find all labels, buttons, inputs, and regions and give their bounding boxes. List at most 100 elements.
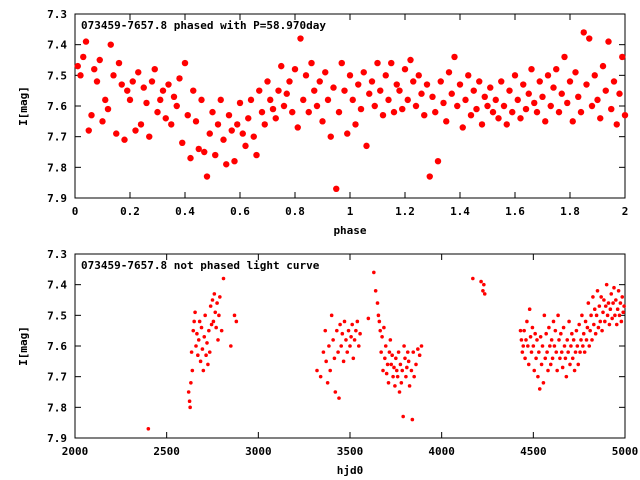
phased-data-point bbox=[349, 96, 356, 104]
phased-data-point bbox=[291, 66, 299, 73]
phased-data-point bbox=[566, 78, 574, 85]
unphased-data-point bbox=[378, 328, 383, 333]
phased-data-point bbox=[110, 72, 117, 79]
phased-data-point bbox=[610, 78, 618, 85]
phased-data-point bbox=[390, 108, 398, 116]
phased-data-point bbox=[522, 105, 530, 113]
phased-data-point bbox=[190, 87, 197, 94]
unphased-data-point bbox=[318, 374, 323, 379]
phased-data-point bbox=[558, 90, 565, 97]
unphased-data-point bbox=[200, 347, 205, 351]
unphased-data-point bbox=[189, 381, 193, 385]
unphased-data-point bbox=[538, 335, 543, 339]
unphased-data-point bbox=[351, 356, 356, 361]
unphased-data-point bbox=[518, 328, 523, 333]
phased-data-point bbox=[234, 121, 241, 128]
unphased-data-point bbox=[201, 368, 206, 373]
unphased-data-point bbox=[542, 313, 547, 318]
unphased-data-point bbox=[608, 307, 613, 312]
phased-data-point bbox=[602, 87, 609, 94]
unphased-data-point bbox=[545, 350, 549, 354]
unphased-data-point bbox=[592, 322, 596, 327]
unphased-data-point bbox=[196, 338, 201, 342]
unphased-data-point bbox=[570, 356, 575, 361]
phased-data-point bbox=[514, 96, 521, 104]
phased-data-point bbox=[412, 102, 420, 110]
unphased-data-point bbox=[346, 328, 351, 333]
phased-data-point bbox=[316, 78, 323, 85]
phased-data-point bbox=[360, 69, 367, 76]
unphased-data-point bbox=[528, 335, 533, 339]
unphased-data-point bbox=[571, 338, 576, 342]
phased-data-point bbox=[470, 87, 477, 94]
unphased-data-point bbox=[207, 350, 212, 354]
phased-data-point bbox=[366, 90, 373, 97]
phased-data-point bbox=[305, 108, 312, 116]
phased-data-point bbox=[261, 121, 268, 128]
unphased-data-point bbox=[612, 285, 616, 290]
unphased-data-point bbox=[394, 356, 398, 361]
unphased-data-point bbox=[213, 310, 218, 315]
phased-data-point bbox=[151, 66, 158, 73]
phased-data-point bbox=[203, 173, 211, 180]
phased-data-point bbox=[553, 66, 560, 73]
phased-data-point bbox=[454, 102, 461, 110]
unphased-y-tick-label: 7.4 bbox=[47, 279, 67, 292]
phased-data-point bbox=[107, 41, 114, 48]
unphased-data-point bbox=[209, 322, 214, 327]
unphased-data-point bbox=[385, 362, 390, 367]
unphased-data-point bbox=[380, 335, 384, 339]
phased-data-point bbox=[85, 127, 92, 134]
phased-data-point bbox=[176, 75, 183, 82]
phased-data-point bbox=[239, 130, 246, 137]
unphased-data-point bbox=[570, 331, 574, 336]
unphased-data-point bbox=[215, 301, 219, 305]
unphased-data-point bbox=[619, 319, 624, 324]
unphased-data-point bbox=[600, 328, 604, 333]
unphased-data-point bbox=[410, 417, 415, 422]
unphased-data-point bbox=[621, 310, 625, 315]
phased-data-point bbox=[575, 93, 582, 101]
unphased-data-point bbox=[325, 381, 330, 385]
phased-data-point bbox=[319, 118, 326, 125]
unphased-data-point bbox=[354, 328, 358, 333]
unphased-data-point bbox=[601, 310, 605, 315]
phased-data-point bbox=[82, 38, 90, 45]
phased-data-point bbox=[445, 69, 453, 76]
phased-data-point bbox=[437, 78, 444, 85]
unphased-data-point bbox=[332, 356, 337, 361]
phased-data-point bbox=[462, 96, 469, 104]
unphased-data-point bbox=[576, 362, 581, 367]
phased-data-point bbox=[135, 69, 142, 76]
phased-data-point bbox=[132, 127, 139, 134]
unphased-data-point bbox=[603, 304, 608, 308]
phased-data-point bbox=[170, 93, 178, 101]
phased-data-point bbox=[443, 118, 450, 125]
unphased-data-point bbox=[579, 338, 583, 342]
unphased-data-point bbox=[592, 307, 597, 312]
unphased-data-point bbox=[548, 344, 552, 348]
phased-data-point bbox=[509, 108, 516, 116]
unphased-data-point bbox=[605, 313, 610, 318]
phased-data-point bbox=[399, 105, 406, 113]
phased-plot-title: 073459-7657.8 phased with P=58.970day bbox=[81, 19, 326, 32]
phased-data-point bbox=[300, 96, 307, 104]
unphased-data-point bbox=[594, 313, 599, 318]
unphased-data-point bbox=[520, 350, 525, 354]
unphased-data-point bbox=[331, 338, 335, 342]
phased-data-point bbox=[341, 87, 348, 94]
unphased-data-point bbox=[202, 335, 207, 339]
phased-data-point bbox=[242, 142, 249, 150]
unphased-data-point bbox=[524, 338, 528, 342]
phased-data-point bbox=[487, 84, 494, 91]
unphased-data-point bbox=[562, 344, 567, 348]
unphased-data-point bbox=[569, 344, 573, 348]
unphased-data-point bbox=[406, 359, 411, 364]
phased-x-tick-label: 0.2 bbox=[120, 205, 140, 218]
phased-data-point bbox=[157, 96, 164, 104]
unphased-data-point bbox=[614, 322, 619, 327]
unphased-data-point bbox=[194, 344, 198, 348]
phased-data-point bbox=[588, 102, 596, 110]
phased-data-point bbox=[99, 118, 106, 125]
phased-data-point bbox=[80, 53, 87, 61]
